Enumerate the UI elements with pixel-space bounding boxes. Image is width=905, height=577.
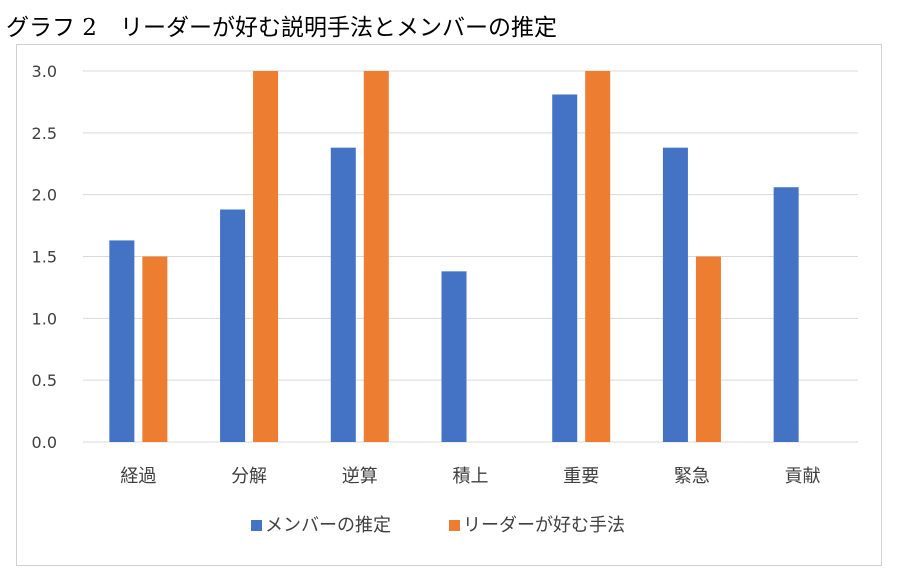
y-tick-label: 2.0: [32, 186, 57, 205]
y-tick-label: 3.0: [32, 62, 57, 81]
x-category-label: 重要: [563, 466, 599, 487]
bars: [109, 71, 799, 442]
x-axis-categories: 経過 分解 逆算 積上 重要 緊急 貢献: [120, 466, 820, 487]
x-category-label: 緊急: [674, 466, 710, 487]
gridlines: [83, 70, 858, 443]
bar-leader-preference-4: [585, 71, 611, 442]
bar-member-estimate-3: [441, 271, 467, 442]
bar-member-estimate-6: [773, 187, 799, 442]
bar-leader-preference-1: [253, 71, 279, 442]
x-category-label: 分解: [231, 466, 267, 487]
legend-label-1: リーダーが好む手法: [463, 515, 625, 536]
y-tick-label: 0.0: [32, 433, 57, 452]
x-category-label: 経過: [120, 466, 156, 487]
bar-member-estimate-1: [220, 209, 246, 442]
y-tick-label: 2.5: [32, 124, 57, 143]
legend-label-0: メンバーの推定: [265, 515, 391, 536]
legend-swatch-0: [251, 520, 262, 531]
chart-title: グラフ 2 リーダーが好む説明手法とメンバーの推定: [6, 15, 557, 41]
bar-member-estimate-5: [662, 147, 688, 442]
y-tick-label: 1.0: [32, 309, 57, 328]
bar-member-estimate-0: [109, 240, 135, 442]
legend-swatch-1: [449, 520, 460, 531]
bar-member-estimate-4: [552, 94, 578, 442]
x-category-label: 積上: [453, 466, 489, 487]
legend: メンバーの推定 リーダーが好む手法: [251, 515, 625, 536]
y-tick-label: 0.5: [32, 371, 57, 390]
bar-leader-preference-2: [363, 71, 389, 442]
bar-leader-preference-0: [142, 256, 168, 442]
bar-leader-preference-5: [695, 256, 721, 442]
y-tick-label: 1.5: [32, 248, 57, 267]
y-axis-ticks: 0.0 0.5 1.0 1.5 2.0 2.5 3.0: [32, 62, 57, 452]
x-category-label: 貢献: [785, 466, 821, 487]
x-category-label: 逆算: [342, 466, 378, 487]
bar-member-estimate-2: [330, 147, 356, 442]
